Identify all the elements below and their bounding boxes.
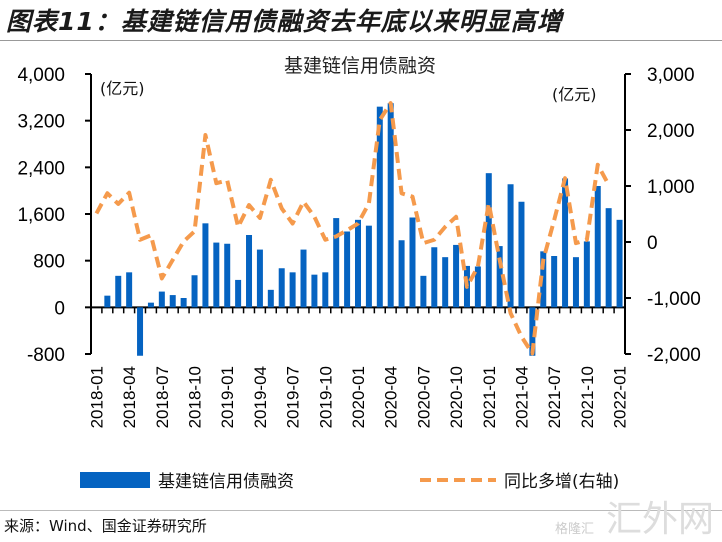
left-tick-label: 1,600 — [17, 205, 65, 226]
right-unit-label: (亿元) — [552, 85, 597, 104]
bar — [256, 249, 263, 308]
bar — [322, 272, 329, 308]
footer-divider — [0, 510, 722, 511]
bar — [529, 307, 536, 356]
bar — [474, 266, 481, 308]
left-tick-label: 800 — [33, 252, 65, 273]
legend: 基建链信用债融资 同比多增(右轴) — [80, 472, 619, 492]
x-tick-label: 2019-10 — [316, 366, 335, 428]
bar — [180, 298, 187, 308]
bar — [169, 295, 176, 308]
right-tick-label: 1,000 — [647, 177, 695, 198]
bar — [518, 201, 525, 308]
x-tick-label: 2019-07 — [284, 366, 303, 428]
right-tick-label: 3,000 — [647, 65, 695, 86]
bar — [365, 225, 372, 308]
x-tick-label: 2020-01 — [349, 366, 368, 428]
bar — [583, 241, 590, 308]
bar — [594, 186, 601, 308]
x-tick-label: 2018-07 — [153, 366, 172, 428]
bar — [562, 178, 569, 308]
bar — [147, 302, 154, 308]
x-tick-label: 2018-10 — [186, 366, 205, 428]
x-tick-label: 2018-01 — [87, 366, 106, 428]
bar — [126, 272, 133, 308]
figure-title: 图表11：基建链信用债融资去年底以来明显高增 — [6, 7, 563, 36]
bar — [300, 249, 307, 308]
bar — [278, 268, 285, 308]
right-tick-label: 0 — [647, 233, 658, 254]
x-tick-label: 2020-04 — [382, 366, 401, 428]
bar — [605, 208, 612, 308]
bar — [311, 274, 318, 308]
right-tick-label: -1,000 — [647, 289, 701, 310]
left-tick-label: -800 — [27, 345, 65, 366]
left-unit-label: (亿元) — [100, 79, 145, 98]
bar — [485, 173, 492, 308]
bar — [246, 235, 253, 308]
x-tick-label: 2018-04 — [120, 366, 139, 428]
x-tick-label: 2019-01 — [218, 366, 237, 428]
bar — [376, 106, 383, 308]
bar — [507, 184, 514, 308]
bar — [387, 103, 394, 308]
bar — [224, 243, 231, 308]
bar — [420, 275, 427, 308]
bar — [115, 275, 122, 308]
bar — [496, 246, 503, 308]
yoy-line — [94, 101, 611, 356]
bar — [344, 231, 351, 308]
bar — [267, 289, 274, 308]
bar — [409, 217, 416, 308]
line-series — [94, 101, 611, 356]
bar — [213, 242, 220, 308]
chart-title: 基建链信用债融资 — [284, 55, 436, 77]
x-tick-label: 2021-01 — [480, 366, 499, 428]
left-tick-label: 2,400 — [17, 158, 65, 179]
axes: 4,000 3,200 2,400 1,600 800 0 -800 3,000 2,000 1,… — [17, 65, 700, 428]
x-tick-label: 2020-10 — [447, 366, 466, 428]
bar — [104, 295, 111, 308]
right-tick-label: 2,000 — [647, 121, 695, 142]
bar — [616, 219, 623, 308]
x-tick-label: 2022-01 — [611, 366, 630, 428]
x-tick-label: 2021-10 — [578, 366, 597, 428]
bar-series — [104, 103, 623, 356]
bar — [453, 244, 460, 308]
legend-line-label: 同比多增(右轴) — [504, 472, 619, 492]
x-tick-label: 2021-04 — [512, 366, 531, 428]
bar — [289, 272, 296, 308]
bar — [158, 291, 165, 308]
bar — [398, 240, 405, 308]
bar — [137, 307, 144, 356]
x-tick-label: 2019-04 — [251, 366, 270, 428]
bar — [551, 256, 558, 308]
title-divider — [0, 40, 722, 41]
bar — [355, 219, 361, 308]
x-tick-label: 2021-07 — [545, 366, 564, 428]
chart: 基建链信用债融资 (亿元) (亿元) 4,000 3,200 2,400 1,600 8… — [17, 55, 700, 492]
bar — [442, 257, 449, 308]
legend-bar-swatch — [80, 472, 150, 488]
source-note: 来源：Wind、国金证券研究所 — [4, 517, 207, 535]
bar — [540, 251, 547, 308]
left-tick-label: 0 — [54, 298, 65, 319]
watermark-sub: 格隆汇 — [554, 522, 594, 537]
watermark: 汇外网 — [605, 499, 714, 540]
legend-bar-label: 基建链信用债融资 — [158, 472, 294, 492]
left-tick-label: 4,000 — [17, 65, 65, 86]
bar — [333, 218, 340, 308]
bar — [191, 275, 198, 308]
right-tick-label: -2,000 — [647, 345, 701, 366]
bar — [431, 247, 438, 308]
x-tick-label: 2020-07 — [414, 366, 433, 428]
bar — [202, 223, 209, 308]
left-tick-label: 3,200 — [17, 112, 65, 133]
bar — [572, 257, 579, 308]
bar — [235, 279, 242, 308]
